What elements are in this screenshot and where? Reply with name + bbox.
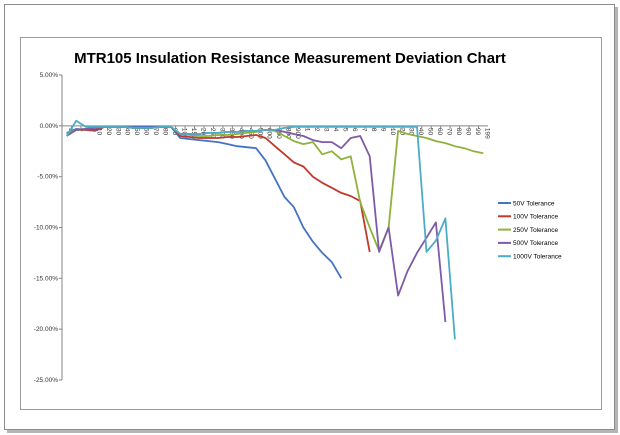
x-tick-label: 900 [294,128,301,139]
x-tick-label: 450 [247,128,254,139]
x-tick-label: 10 [389,128,396,136]
series-line-4 [65,119,456,340]
x-tick-label: 2 [313,128,320,132]
y-tick-label: -25.00% [34,377,58,384]
x-tick-label: 30 [408,128,415,136]
x-tick-label: 60 [143,128,150,136]
x-tick-label: 350 [228,128,235,139]
legend-label-3: 500V Tolerance [513,240,558,247]
x-tick-label: 500 [256,128,263,139]
legend-label-0: 50V Tolerance [513,200,555,207]
y-tick-label: -10.00% [34,225,58,232]
x-tick-label: 40 [124,128,131,136]
y-tick-label: 0.00% [40,123,59,130]
x-tick-label: 20 [105,128,112,136]
x-tick-label: 90 [465,128,472,136]
x-tick-label: 40 [417,128,424,136]
x-tick-label: 50 [427,128,434,136]
x-tick-label: 9 [379,128,386,132]
x-tick-label: 6 [351,128,358,132]
x-tick-label: 30 [114,128,121,136]
x-tick-label: 300 [218,128,225,139]
x-tick-label: 600 [266,128,273,139]
x-tick-label: 8 [370,128,377,132]
x-tick-label: 60 [436,128,443,136]
x-tick-label: 199 [483,128,490,139]
x-tick-label: 1 [304,128,311,132]
x-tick-label: 99 [474,128,481,136]
page-shadow-right [615,7,618,432]
y-tick-label: -5.00% [37,174,58,181]
legend-label-4: 1000V Tolerance [513,254,562,261]
chart-panel [20,37,602,410]
y-tick-label: -15.00% [34,275,58,282]
legend-label-1: 100V Tolerance [513,214,558,221]
y-tick-label: -20.00% [34,326,58,333]
axes: 5.00% 0.00% -5.00% -10.00% -15.00% -20.00% -25… [34,72,491,384]
x-tick-label: 5 [341,128,348,132]
series-line-1 [66,125,371,253]
chart-title: MTR105 Insulation Resistance Measurement… [74,50,506,67]
x-tick-label: 7 [360,128,367,132]
x-tick-label: 80 [162,128,169,136]
page-shadow-bottom [7,430,618,433]
legend: 50V Tolerance 100V Tolerance 250V Toleranc… [498,200,562,261]
x-tick-label: 3 [323,128,330,132]
plot-area [65,119,484,340]
x-tick-label: 50 [133,128,140,136]
x-tick-label: 70 [152,128,159,136]
series-line-0 [66,125,343,279]
legend-label-2: 250V Tolerance [513,227,558,234]
x-tick-label: 10 [95,128,102,136]
x-tick-label: 4 [332,128,339,132]
x-tick-label: 80 [455,128,462,136]
x-tick-label: 70 [446,128,453,136]
y-tick-label: 5.00% [40,72,59,79]
